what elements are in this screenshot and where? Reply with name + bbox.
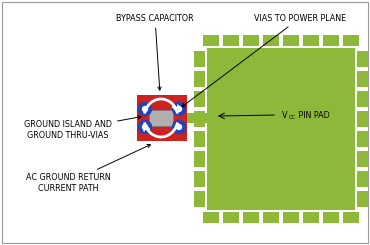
Bar (357, 71, 368, 87)
Text: V: V (282, 110, 287, 120)
Circle shape (138, 121, 151, 134)
Bar (283, 35, 299, 46)
Bar (303, 212, 319, 223)
Bar (187, 113, 207, 123)
Bar (357, 151, 368, 167)
Bar (343, 212, 359, 223)
Text: PIN PAD: PIN PAD (296, 110, 330, 120)
Bar (194, 131, 205, 147)
Circle shape (138, 102, 151, 115)
Circle shape (142, 107, 148, 111)
Bar (357, 111, 368, 127)
Bar (194, 171, 205, 187)
Bar (223, 212, 239, 223)
Bar (194, 51, 205, 67)
Bar (243, 35, 259, 46)
Bar (194, 191, 205, 207)
Bar (303, 35, 319, 46)
Bar (203, 35, 219, 46)
Bar (357, 51, 368, 67)
Bar (149, 110, 173, 126)
Bar (323, 212, 339, 223)
Bar (357, 171, 368, 187)
Bar (263, 212, 279, 223)
Bar (207, 48, 355, 210)
Circle shape (172, 102, 185, 115)
Circle shape (176, 124, 182, 130)
Bar (357, 91, 368, 107)
Bar (343, 35, 359, 46)
Text: GROUND ISLAND AND
GROUND THRU-VIAS: GROUND ISLAND AND GROUND THRU-VIAS (24, 116, 141, 140)
Text: BYPASS CAPACITOR: BYPASS CAPACITOR (116, 13, 194, 90)
Bar (243, 212, 259, 223)
Text: AC GROUND RETURN
CURRENT PATH: AC GROUND RETURN CURRENT PATH (26, 145, 151, 193)
Bar (323, 35, 339, 46)
Circle shape (172, 121, 185, 134)
Circle shape (142, 124, 148, 130)
Bar (194, 91, 205, 107)
Bar (223, 35, 239, 46)
Bar (137, 95, 187, 141)
Bar (194, 111, 205, 127)
Text: VIAS TO POWER PLANE: VIAS TO POWER PLANE (182, 13, 346, 107)
Bar (357, 131, 368, 147)
Bar (194, 151, 205, 167)
Bar (194, 71, 205, 87)
Bar (357, 191, 368, 207)
Text: CC: CC (289, 115, 296, 120)
Bar (283, 212, 299, 223)
Bar (263, 35, 279, 46)
Circle shape (176, 107, 182, 111)
Bar (203, 212, 219, 223)
